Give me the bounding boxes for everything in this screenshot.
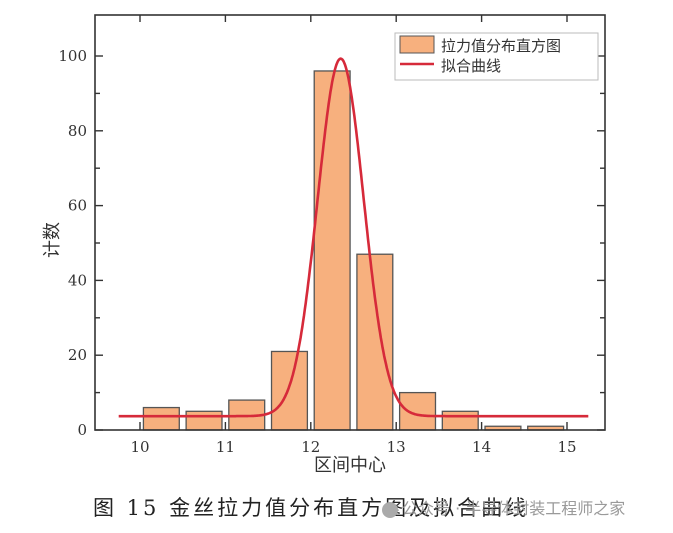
histogram-bar bbox=[270, 350, 309, 431]
histogram-bar bbox=[142, 406, 180, 431]
x-tick-label: 12 bbox=[301, 438, 320, 456]
watermark: 公众号 · 半导体封装工程师之家 bbox=[382, 495, 625, 519]
y-tick-label: 100 bbox=[58, 47, 87, 65]
histogram-bar bbox=[441, 410, 479, 431]
y-tick-label: 20 bbox=[68, 346, 87, 364]
histogram-bar bbox=[185, 410, 223, 431]
x-tick-label: 13 bbox=[387, 438, 406, 456]
plot-frame bbox=[94, 14, 606, 431]
x-tick-label: 10 bbox=[130, 438, 149, 456]
figure-caption: 图 15 金丝拉力值分布直方图及拟合曲线 bbox=[93, 496, 530, 520]
histogram-bars bbox=[142, 70, 565, 431]
histogram-bar bbox=[313, 70, 351, 431]
legend: 拉力值分布直方图 拟合曲线 bbox=[394, 32, 599, 81]
histogram-chart: 10 11 12 13 14 15 0 20 40 60 80 100 区间中心 计数 拉力值分布直… bbox=[42, 14, 606, 476]
y-axis-label: 计数 bbox=[42, 222, 63, 258]
y-tick-label: 0 bbox=[77, 421, 87, 439]
watermark-text: 公众号 · 半导体封装工程师之家 bbox=[402, 499, 626, 518]
legend-label-histogram: 拉力值分布直方图 bbox=[441, 37, 561, 55]
fit-curve bbox=[118, 57, 589, 418]
x-tick-label: 14 bbox=[472, 438, 491, 456]
y-tick-label: 80 bbox=[68, 122, 87, 140]
x-tick-label: 11 bbox=[216, 438, 235, 456]
y-tick-label: 40 bbox=[68, 271, 87, 289]
x-axis-label: 区间中心 bbox=[314, 455, 386, 476]
histogram-bar bbox=[356, 253, 394, 431]
wechat-icon bbox=[382, 501, 398, 518]
x-tick-label: 15 bbox=[557, 438, 576, 456]
y-tick-label: 60 bbox=[68, 197, 87, 215]
y-axis-ticks: 0 20 40 60 80 100 bbox=[58, 47, 605, 439]
legend-swatch-bar bbox=[399, 35, 435, 54]
histogram-bar bbox=[398, 391, 437, 431]
legend-label-fit: 拟合曲线 bbox=[441, 57, 501, 75]
x-axis-ticks: 10 11 12 13 14 15 bbox=[130, 15, 577, 456]
